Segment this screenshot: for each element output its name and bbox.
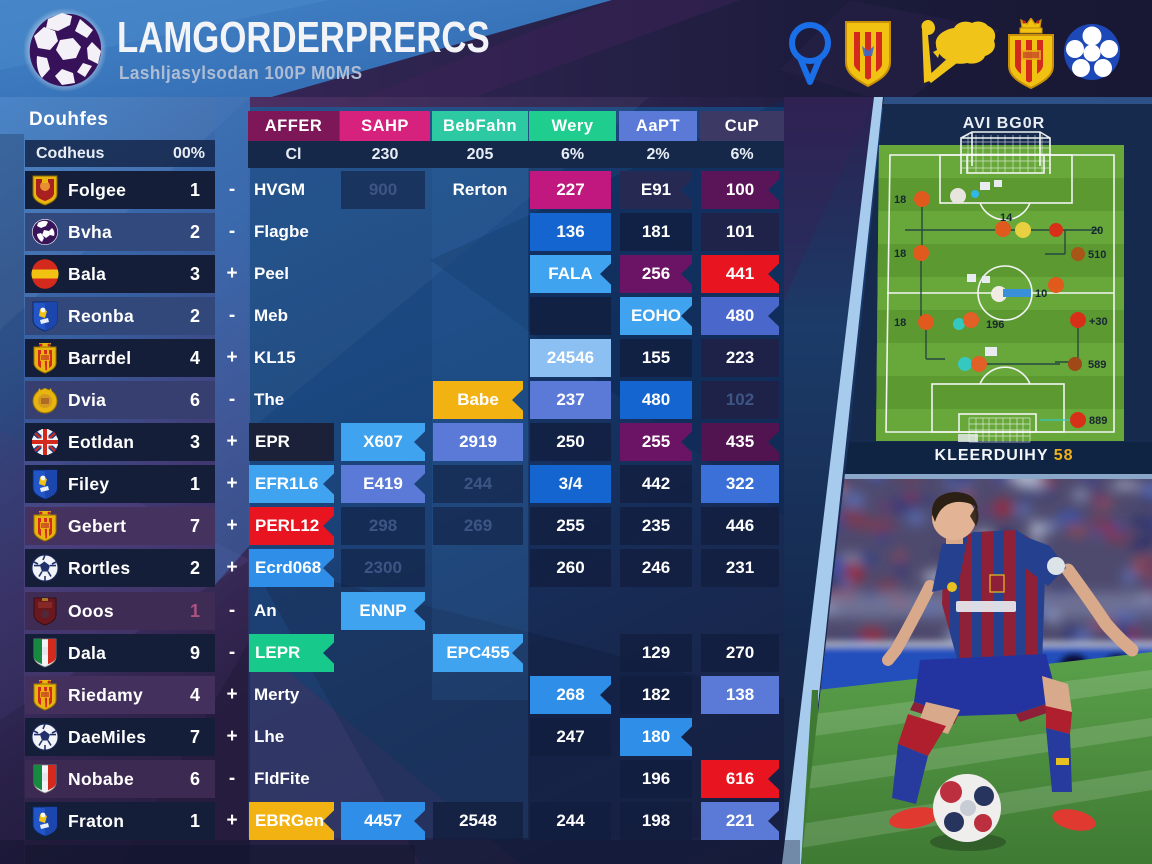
svg-text:18: 18	[894, 317, 906, 329]
svg-text:+30: +30	[1089, 316, 1108, 328]
svg-text:510: 510	[1088, 249, 1106, 261]
svg-text:18: 18	[894, 248, 906, 260]
svg-text:14: 14	[1000, 212, 1013, 224]
svg-text:196: 196	[986, 319, 1004, 331]
svg-text:889: 889	[1089, 415, 1107, 427]
svg-text:10: 10	[1035, 288, 1047, 300]
svg-text:18: 18	[894, 194, 906, 206]
svg-text:20: 20	[1091, 225, 1103, 237]
svg-text:589: 589	[1088, 359, 1106, 371]
